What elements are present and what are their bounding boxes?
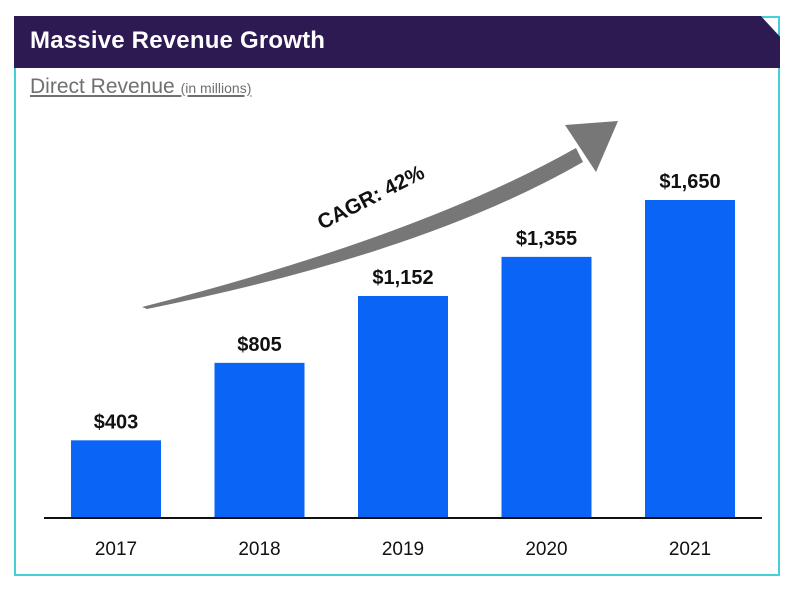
cagr-annotation: CAGR: 42% <box>314 161 429 235</box>
bar-2021 <box>645 200 735 518</box>
chart-subtitle: Direct Revenue (in millions) <box>30 75 251 99</box>
value-label-2021: $1,650 <box>659 171 720 193</box>
growth-arrow-head <box>565 121 618 172</box>
bar-2019 <box>358 295 448 518</box>
category-label-2019: 2019 <box>382 539 424 560</box>
value-label-2020: $1,355 <box>516 228 577 250</box>
category-label-2018: 2018 <box>238 539 280 560</box>
bars-group <box>71 200 735 518</box>
labels-group: $403 2017 $805 2018 $1,152 2019 $1,355 2020 $1,6… <box>94 171 721 560</box>
header-title: Massive Revenue Growth <box>30 27 326 54</box>
bar-2018 <box>214 362 305 518</box>
value-label-2019: $1,152 <box>372 267 433 289</box>
header-banner: Massive Revenue Growth <box>14 16 780 68</box>
category-label-2021: 2021 <box>669 539 711 560</box>
value-label-2018: $805 <box>237 334 282 356</box>
value-label-2017: $403 <box>94 411 139 433</box>
chart-subtitle-note: (in millions) <box>180 80 252 96</box>
category-label-2020: 2020 <box>525 539 567 560</box>
bar-2017 <box>71 440 161 518</box>
chart-title: Direct Revenue <box>30 75 175 98</box>
bar-2020 <box>501 256 592 518</box>
category-label-2017: 2017 <box>95 539 137 560</box>
